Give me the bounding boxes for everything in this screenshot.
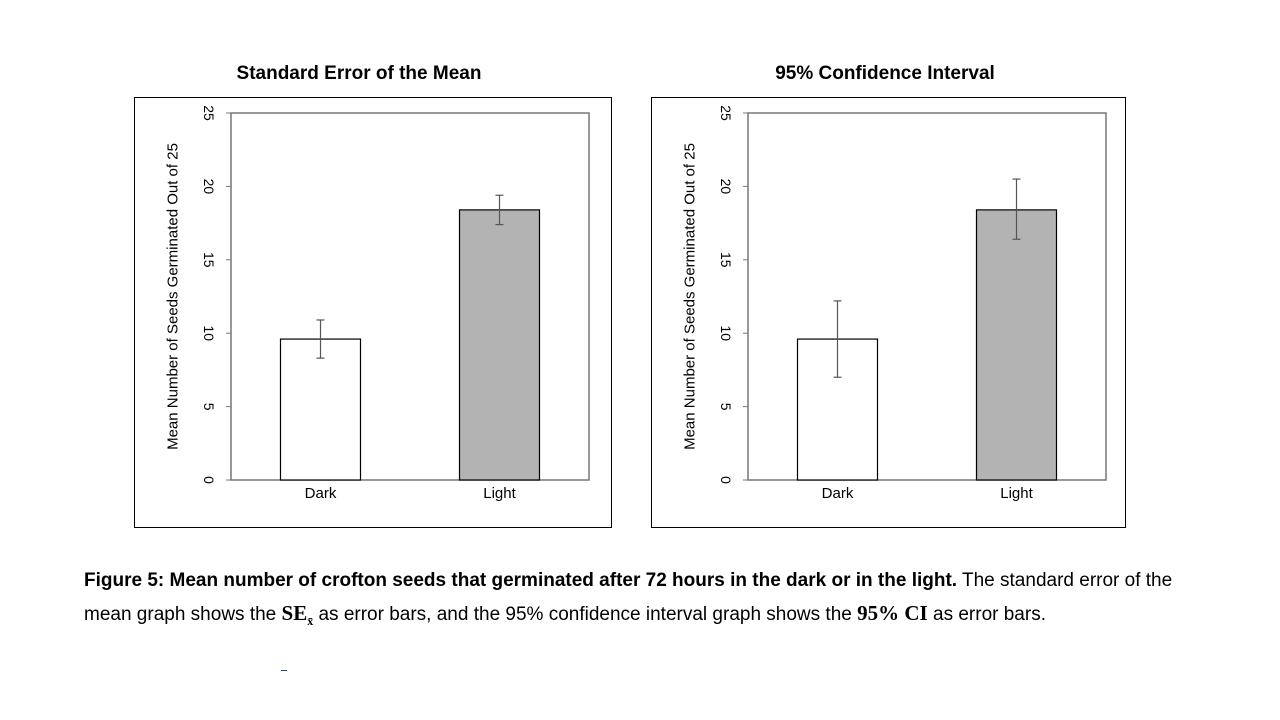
chart-frame-ci: 0 5 10 15 20 25 Dark Light Mean Number of Seeds … xyxy=(651,97,1126,528)
x-tick-label-dark: Dark xyxy=(822,485,854,502)
y-tick-label: 20 xyxy=(201,179,217,195)
x-tick-label-light: Light xyxy=(483,485,516,502)
chart-sem: 0 5 10 15 20 25 Dark Light Mean Number of Seeds … xyxy=(165,105,590,502)
y-tick-label: 15 xyxy=(718,252,734,268)
bar-dark xyxy=(279,338,362,481)
caption-text-3: as error bars. xyxy=(927,604,1046,625)
chart-frame-sem: 0 5 10 15 20 25 Dark Light Mean Number of Seeds … xyxy=(134,97,612,528)
y-tick-label: 25 xyxy=(718,105,734,121)
plot-area-border xyxy=(747,112,1107,481)
caption-ci-symbol: 95% CI xyxy=(857,601,928,625)
hyperlink-underline-mark xyxy=(281,670,287,671)
bar-light xyxy=(975,209,1058,481)
chart-ci: 0 5 10 15 20 25 Dark Light Mean Number of Seeds … xyxy=(682,105,1107,502)
x-tick-label-light: Light xyxy=(1000,485,1033,502)
chart-title-sem: Standard Error of the Mean xyxy=(236,63,482,84)
plot-area-border xyxy=(230,112,590,481)
caption-se-subscript: x̄ xyxy=(307,614,314,629)
y-axis-label: Mean Number of Seeds Germinated Out of 2… xyxy=(165,143,182,450)
y-tick-label: 15 xyxy=(201,252,217,268)
bar-light xyxy=(458,209,541,481)
caption-bold-lead: Figure 5: Mean number of crofton seeds t… xyxy=(84,570,958,591)
y-tick-label: 0 xyxy=(201,476,217,484)
chart-title-ci: 95% Confidence Interval xyxy=(775,63,995,84)
y-tick-label: 10 xyxy=(718,325,734,341)
caption-se-symbol: SEx̄ xyxy=(281,601,314,629)
y-tick-label: 20 xyxy=(718,179,734,195)
caption-text-1: The standard error of the mean graph sho… xyxy=(84,570,1173,625)
y-tick-label: 5 xyxy=(201,403,217,411)
caption-text-2: as error bars, and the 95% confidence in… xyxy=(313,604,858,625)
y-tick-label: 10 xyxy=(201,325,217,341)
y-tick-label: 0 xyxy=(718,476,734,484)
y-tick-label: 5 xyxy=(718,403,734,411)
x-tick-label-dark: Dark xyxy=(305,485,337,502)
figure-caption: Figure 5: Mean number of crofton seeds t… xyxy=(84,564,1204,638)
y-axis-label: Mean Number of Seeds Germinated Out of 2… xyxy=(682,143,699,450)
y-tick-label: 25 xyxy=(201,105,217,121)
